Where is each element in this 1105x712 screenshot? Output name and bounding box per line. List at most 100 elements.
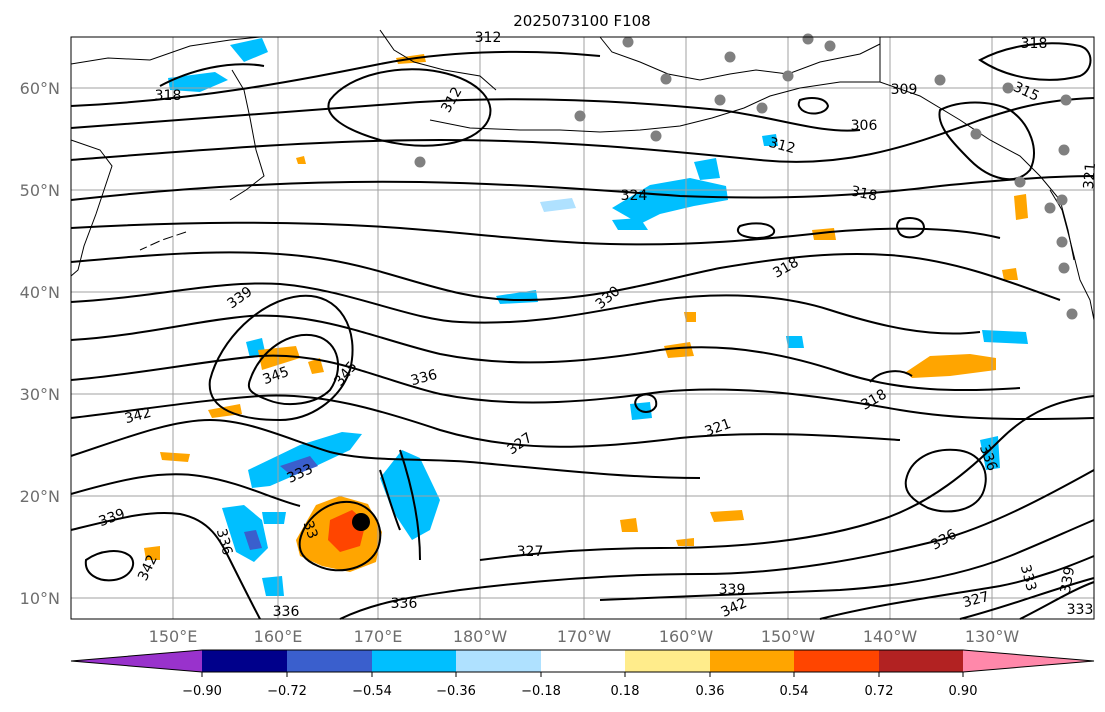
shade-orange xyxy=(906,354,996,378)
contour-label: 336 xyxy=(409,367,439,389)
contour-label: 333 xyxy=(1067,602,1094,618)
longitude-label: 160°W xyxy=(659,627,714,646)
contour-label: 318 xyxy=(849,183,878,204)
colorbar-tick-label: −0.18 xyxy=(521,684,561,699)
shade-orange xyxy=(308,358,324,374)
station-marker xyxy=(660,73,672,85)
colorbar-tick-label: −0.72 xyxy=(267,684,307,699)
coast-alaska-north xyxy=(599,36,881,81)
height-contours xyxy=(70,42,1095,620)
coast-japan xyxy=(70,139,113,277)
shade-blue xyxy=(762,134,778,146)
contour-label: 312 xyxy=(767,135,797,157)
colorbar-ticks xyxy=(201,672,964,677)
shade-blue xyxy=(262,512,286,524)
contour-label: 309 xyxy=(891,82,918,98)
coast-kuril xyxy=(139,231,187,251)
colorbar-tick-label: −0.54 xyxy=(352,684,392,699)
contour-label: 321 xyxy=(1081,162,1099,190)
station-marker xyxy=(970,128,982,140)
station-marker xyxy=(1056,236,1068,248)
colorbar-segment xyxy=(625,650,710,672)
station-marker xyxy=(1066,308,1078,320)
coast-chukotka xyxy=(379,29,497,91)
shade-orange xyxy=(684,312,696,322)
shade-orange xyxy=(620,518,638,532)
latitude-label: 30°N xyxy=(20,385,60,404)
colorbar-tick-label: 0.36 xyxy=(696,684,725,699)
colorbar-tick-label: −0.36 xyxy=(436,684,476,699)
contour-label: 318 xyxy=(155,88,182,104)
contour-label: 324 xyxy=(621,188,648,204)
colorbar-segment xyxy=(541,650,625,672)
station-marker xyxy=(824,40,836,52)
shade-orange xyxy=(296,156,306,164)
shade-blue xyxy=(694,158,720,180)
colorbar-segment xyxy=(710,650,794,672)
colorbar-segment xyxy=(456,650,541,672)
contour-label: 336 xyxy=(213,527,235,557)
longitude-label: 150°E xyxy=(149,627,198,646)
station-marker xyxy=(1060,94,1072,106)
shade-orange xyxy=(1014,194,1028,220)
station-marker xyxy=(1058,262,1070,274)
storm-center-marker xyxy=(352,513,370,531)
contour-label: 327 xyxy=(961,589,991,611)
shade-orange xyxy=(1002,268,1018,280)
contour-label: 339 xyxy=(719,582,746,598)
station-marker xyxy=(1044,202,1056,214)
contour-label: 306 xyxy=(851,118,878,134)
colorbar-tick-label: 0.18 xyxy=(611,684,640,699)
colorbar-segment xyxy=(372,650,456,672)
shade-blue xyxy=(168,72,228,92)
shade-blue xyxy=(230,38,268,62)
coast-kamchatka xyxy=(229,69,265,201)
shade-blue xyxy=(380,450,440,540)
station-marker xyxy=(622,36,634,48)
station-marker xyxy=(802,33,814,45)
station-marker xyxy=(756,102,768,114)
shade-mid-blue xyxy=(280,456,318,476)
longitude-label: 150°W xyxy=(761,627,816,646)
latitude-label: 10°N xyxy=(20,589,60,608)
station-marker xyxy=(650,130,662,142)
contour-label: 312 xyxy=(475,30,502,46)
shade-blue xyxy=(612,218,648,230)
latitude-label: 60°N xyxy=(20,79,60,98)
shade-mid-blue xyxy=(244,530,262,550)
shade-light-blue xyxy=(540,198,576,212)
contour-label: 327 xyxy=(517,544,544,560)
longitude-label: 130°W xyxy=(965,627,1020,646)
map-frame xyxy=(70,36,1095,620)
station-marker xyxy=(414,156,426,168)
latitude-label: 50°N xyxy=(20,181,60,200)
coast-northwest-us xyxy=(1049,189,1095,321)
longitude-label: 170°E xyxy=(354,627,403,646)
station-marker xyxy=(1056,194,1068,206)
station-marker xyxy=(1058,144,1070,156)
figure-title: 2025073100 F108 xyxy=(513,12,650,30)
contour-label: 33 xyxy=(299,519,320,541)
station-marker xyxy=(714,94,726,106)
latitude-axis: 60°N 50°N 40°N 30°N 20°N 10°N xyxy=(20,79,60,608)
latitude-label: 40°N xyxy=(20,283,60,302)
colorbar-tick-label: 0.72 xyxy=(865,684,894,699)
colorbar-segment xyxy=(202,650,287,672)
station-marker xyxy=(934,74,946,86)
shade-orange xyxy=(208,404,242,418)
map-panel: 318 312 312 309 315 318 306 312 324 318 … xyxy=(70,29,1099,621)
shade-orange xyxy=(160,452,190,462)
coastlines xyxy=(70,29,1095,321)
longitude-label: 160°E xyxy=(254,627,303,646)
shade-blue xyxy=(982,330,1028,344)
longitude-label: 180°W xyxy=(453,627,508,646)
shade-orange xyxy=(676,538,694,546)
station-marker xyxy=(724,51,736,63)
station-marker xyxy=(1014,176,1026,188)
contour-label: 336 xyxy=(273,604,300,620)
shade-orange xyxy=(710,510,744,522)
latitude-label: 20°N xyxy=(20,487,60,506)
shade-blue xyxy=(786,336,804,348)
station-marker xyxy=(1002,82,1014,94)
